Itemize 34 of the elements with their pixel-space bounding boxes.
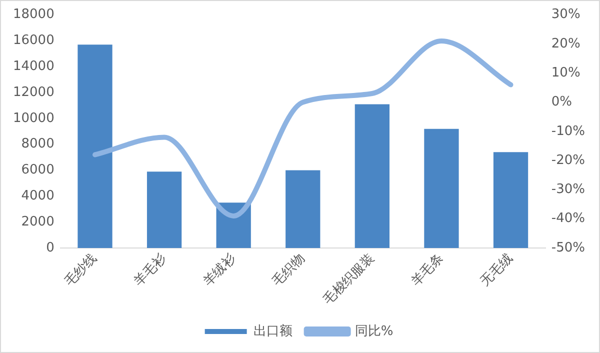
y-tick-label: 12000 — [12, 84, 54, 100]
y2-tick-label: 10% — [551, 65, 580, 80]
y-tick-label: 16000 — [12, 33, 54, 48]
y2-tick-label: 30% — [551, 7, 580, 22]
y2-tick-label: 20% — [551, 36, 580, 52]
x-tick-label: 羊毛衫 — [131, 251, 170, 290]
y-tick-label: 18000 — [12, 7, 54, 22]
y-tick-label: 4000 — [21, 188, 54, 204]
y2-tick-label: 0% — [551, 94, 572, 110]
y-tick-label: 6000 — [21, 162, 54, 178]
x-tick-label: 毛纱线 — [62, 251, 100, 290]
y2-tick-label: -40% — [551, 211, 586, 226]
x-tick-label: 羊毛条 — [408, 251, 447, 290]
legend-label: 同比% — [354, 324, 394, 339]
x-tick-label: 毛梭织服装 — [320, 251, 378, 308]
x-tick-label: 羊绒衫 — [200, 251, 239, 290]
y-tick-label: 14000 — [12, 59, 54, 74]
bar — [146, 172, 182, 248]
y2-tick-label: -50% — [551, 240, 586, 256]
bar — [78, 44, 112, 248]
legend-label: 出口额 — [253, 324, 292, 339]
bar — [493, 152, 528, 248]
y-tick-label: 0 — [46, 240, 54, 256]
y2-tick-label: -10% — [551, 124, 586, 139]
y-tick-label: 2000 — [21, 214, 54, 230]
bar — [424, 128, 459, 248]
y-tick-label: 8000 — [21, 136, 54, 152]
x-tick-label: 无毛绒 — [478, 251, 516, 290]
bar — [286, 170, 320, 248]
y2-tick-label: -30% — [551, 182, 586, 198]
y-tick-label: 10000 — [12, 110, 54, 126]
x-tick-label: 毛织物 — [270, 251, 308, 290]
bar — [354, 104, 390, 248]
y2-tick-label: -20% — [551, 152, 586, 168]
